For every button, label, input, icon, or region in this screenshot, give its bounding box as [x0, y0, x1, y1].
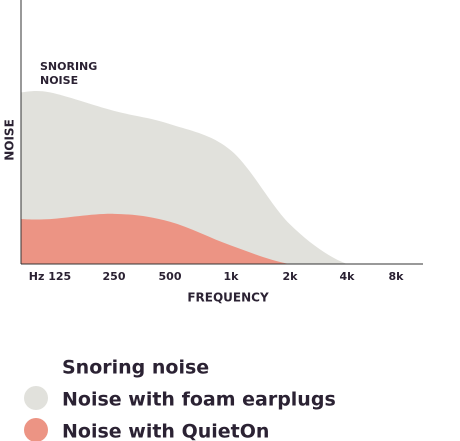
x-tick-label: Hz 125 — [29, 270, 71, 283]
legend-marker — [24, 418, 48, 441]
x-tick-label: 1k — [224, 270, 240, 283]
x-tick-label: 8k — [389, 270, 405, 283]
x-axis-title: FREQUENCY — [187, 291, 269, 305]
x-tick-label: 500 — [159, 270, 182, 283]
x-tick-label: 4k — [340, 270, 356, 283]
annotation: NOISE — [40, 74, 78, 87]
y-axis-title: NOISE — [3, 119, 17, 161]
legend-title: Snoring noise — [62, 357, 209, 379]
area — [21, 213, 396, 264]
plot-area — [21, 91, 396, 264]
x-tick-label: 250 — [103, 270, 126, 283]
x-tick-label: 2k — [283, 270, 299, 283]
annotation: SNORING — [40, 60, 97, 73]
legend-label: Noise with QuietOn — [62, 421, 269, 441]
legend-label: Noise with foam earplugs — [62, 389, 336, 411]
legend-marker — [24, 386, 48, 410]
